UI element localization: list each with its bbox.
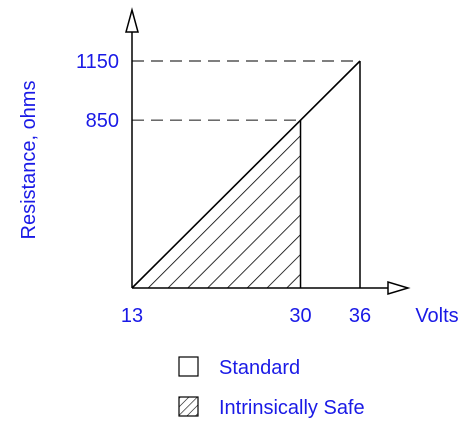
y-axis-label: Resistance, ohms [18,81,40,240]
tick-labels: 13 30 36 850 1150 [76,51,371,327]
y-tick-label-1150: 1150 [76,51,119,73]
legend-swatch-intrinsically-safe [178,396,199,417]
x-tick-label-36: 36 [349,305,371,327]
legend-label-standard: Standard [219,357,300,379]
x-tick-label-30: 30 [289,305,311,327]
y-tick-label-850: 850 [86,110,119,132]
series-line-0 [131,60,361,289]
legend-label-intrinsically-safe: Intrinsically Safe [219,397,365,419]
y-axis-arrow [125,7,139,33]
legend-swatch-standard [178,356,199,377]
x-axis-label: Volts [415,305,458,327]
x-tick-label-13: 13 [121,305,143,327]
plot-area [131,60,361,289]
x-axis-arrow [387,280,411,296]
legend: Standard Intrinsically Safe [178,356,365,419]
